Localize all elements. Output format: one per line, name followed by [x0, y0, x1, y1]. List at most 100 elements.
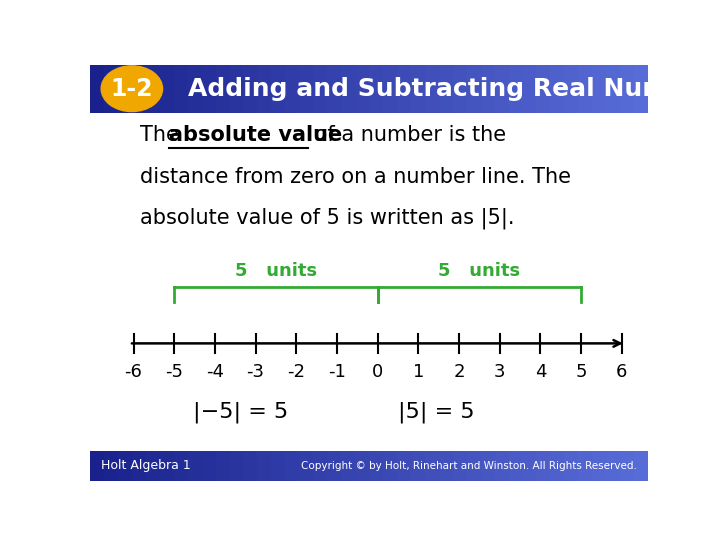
Bar — [425, 451, 438, 481]
Bar — [132, 65, 145, 113]
Text: 5   units: 5 units — [235, 262, 317, 280]
Bar — [327, 451, 341, 481]
Bar — [132, 451, 145, 481]
Text: |5| = 5: |5| = 5 — [397, 401, 474, 423]
Bar — [536, 451, 550, 481]
Text: Copyright © by Holt, Rinehart and Winston. All Rights Reserved.: Copyright © by Holt, Rinehart and Winsto… — [301, 461, 637, 471]
Bar — [606, 65, 620, 113]
Text: -4: -4 — [206, 363, 224, 381]
Text: -2: -2 — [287, 363, 305, 381]
Bar — [411, 451, 425, 481]
Bar — [593, 65, 606, 113]
Bar — [550, 451, 564, 481]
Bar — [397, 451, 411, 481]
Text: |−5| = 5: |−5| = 5 — [193, 401, 288, 423]
Bar — [104, 451, 118, 481]
Bar — [578, 65, 593, 113]
Bar — [174, 451, 188, 481]
Bar — [383, 451, 397, 481]
Bar — [188, 451, 202, 481]
Bar — [397, 65, 411, 113]
Text: of a number is the: of a number is the — [307, 125, 505, 145]
Bar — [481, 65, 495, 113]
Bar — [634, 65, 648, 113]
Bar — [188, 65, 202, 113]
Bar — [285, 451, 300, 481]
Bar — [300, 451, 313, 481]
Bar — [593, 451, 606, 481]
Text: -3: -3 — [246, 363, 264, 381]
Bar — [550, 65, 564, 113]
Bar — [243, 451, 258, 481]
Bar — [508, 451, 523, 481]
Bar — [243, 65, 258, 113]
Bar — [285, 65, 300, 113]
Text: -1: -1 — [328, 363, 346, 381]
Bar — [160, 451, 174, 481]
Text: 2: 2 — [454, 363, 465, 381]
Text: 0: 0 — [372, 363, 383, 381]
Text: distance from zero on a number line. The: distance from zero on a number line. The — [140, 167, 571, 187]
Bar — [104, 65, 118, 113]
Bar — [481, 451, 495, 481]
Bar — [578, 451, 593, 481]
Bar — [90, 65, 104, 113]
Bar — [438, 65, 453, 113]
Bar — [160, 65, 174, 113]
Text: 5: 5 — [575, 363, 587, 381]
Text: 4: 4 — [535, 363, 546, 381]
Bar — [258, 65, 271, 113]
Bar — [300, 65, 313, 113]
Text: -6: -6 — [125, 363, 143, 381]
Circle shape — [101, 66, 163, 112]
Bar — [425, 65, 438, 113]
Bar — [230, 65, 243, 113]
Bar — [355, 65, 369, 113]
Bar — [271, 451, 285, 481]
Text: Holt Algebra 1: Holt Algebra 1 — [101, 459, 191, 472]
Bar — [313, 65, 327, 113]
Bar — [145, 65, 160, 113]
Bar — [369, 451, 383, 481]
Text: 1: 1 — [413, 363, 424, 381]
Bar — [606, 451, 620, 481]
Text: Adding and Subtracting Real Numbers: Adding and Subtracting Real Numbers — [188, 77, 720, 100]
Bar — [438, 451, 453, 481]
Bar — [508, 65, 523, 113]
Bar — [215, 65, 230, 113]
Bar — [495, 451, 508, 481]
Bar — [90, 451, 104, 481]
Bar — [258, 451, 271, 481]
Bar — [202, 451, 215, 481]
Bar — [467, 65, 481, 113]
Bar — [174, 65, 188, 113]
Text: 1-2: 1-2 — [111, 77, 153, 100]
Bar — [411, 65, 425, 113]
Bar — [620, 451, 634, 481]
Bar — [634, 451, 648, 481]
Text: 5   units: 5 units — [438, 262, 521, 280]
Text: absolute value: absolute value — [169, 125, 343, 145]
Bar — [369, 65, 383, 113]
Bar — [467, 451, 481, 481]
Bar — [118, 451, 132, 481]
Text: absolute value of 5 is written as |5|.: absolute value of 5 is written as |5|. — [140, 208, 515, 230]
Bar — [523, 451, 536, 481]
Bar — [536, 65, 550, 113]
Text: 6: 6 — [616, 363, 627, 381]
Text: The: The — [140, 125, 186, 145]
Bar — [453, 65, 467, 113]
Bar — [145, 451, 160, 481]
Bar — [564, 65, 578, 113]
Bar — [327, 65, 341, 113]
Bar — [453, 451, 467, 481]
Bar — [271, 65, 285, 113]
Bar — [215, 451, 230, 481]
Bar — [383, 65, 397, 113]
Bar — [620, 65, 634, 113]
Bar — [355, 451, 369, 481]
Bar — [495, 65, 508, 113]
Bar — [313, 451, 327, 481]
Bar — [341, 65, 355, 113]
Text: 3: 3 — [494, 363, 505, 381]
